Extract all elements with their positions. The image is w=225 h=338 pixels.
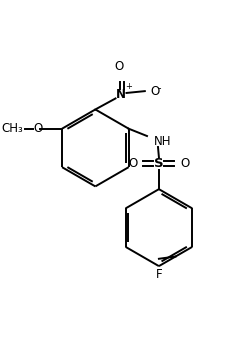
Text: O: O (115, 60, 124, 73)
Text: +: + (126, 82, 133, 91)
Text: -: - (158, 83, 161, 93)
Text: O: O (150, 84, 160, 98)
Text: O: O (128, 157, 138, 170)
Text: NH: NH (154, 135, 172, 148)
Text: N: N (116, 88, 126, 101)
Text: CH₃: CH₃ (2, 122, 24, 135)
Text: S: S (154, 157, 164, 170)
Text: O: O (34, 122, 43, 135)
Text: F: F (156, 268, 162, 281)
Text: O: O (180, 157, 189, 170)
